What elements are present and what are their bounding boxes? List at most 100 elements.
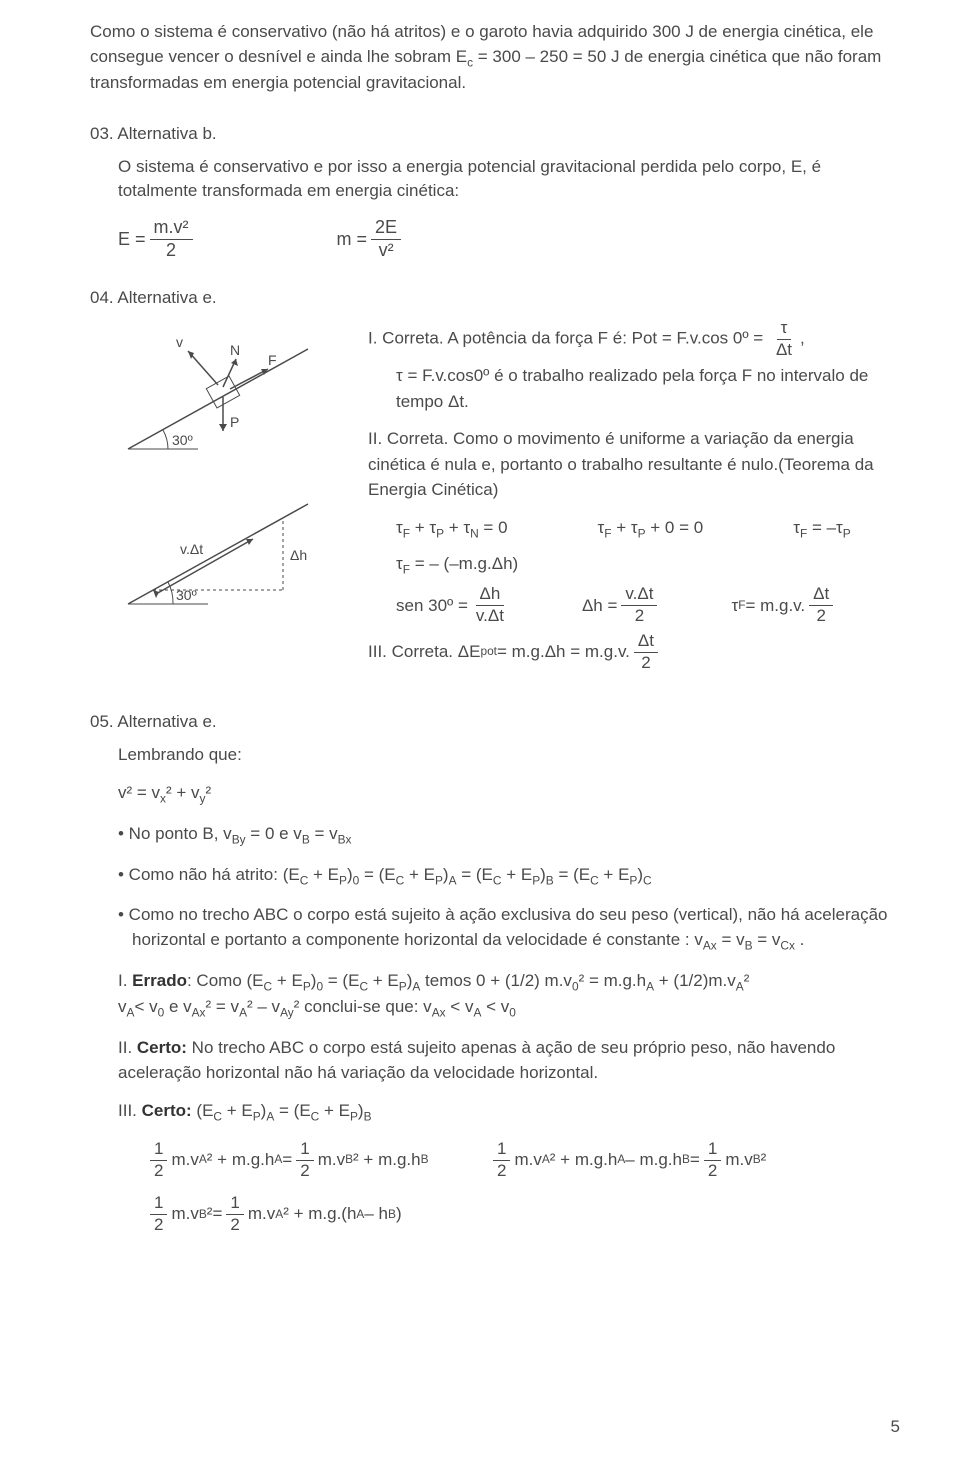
v2c: ² xyxy=(206,783,212,802)
b1a: • No ponto B, v xyxy=(118,824,232,843)
Iec: C xyxy=(264,979,273,993)
le3B2: B xyxy=(388,1206,396,1223)
q03-eq1-den: 2 xyxy=(162,240,180,261)
Il2d: ² = v xyxy=(206,997,240,1016)
Ipe: + E xyxy=(272,971,303,990)
q04-diagrams: 30º v N F P 30º xyxy=(118,319,328,629)
le1B: B xyxy=(345,1151,353,1168)
h6: 1 xyxy=(226,1194,243,1215)
d1-N: N xyxy=(230,342,240,358)
q05-lembrando: Lembrando que: xyxy=(118,743,900,768)
q04-I-den: Δt xyxy=(772,340,796,360)
t5d: 2 xyxy=(150,1215,167,1235)
t2d: 2 xyxy=(296,1161,313,1181)
q04-I: I. Correta. A potência da força F é: Pot… xyxy=(368,319,900,414)
tN: N xyxy=(470,526,479,540)
tz: = 0 xyxy=(479,518,508,537)
h1: 1 xyxy=(150,1140,167,1161)
q03-equations: E = m.v² 2 m = 2E v² xyxy=(118,218,900,261)
dhd: 2 xyxy=(631,606,648,626)
q03-eq1-num: m.v² xyxy=(150,218,193,240)
t3: τ xyxy=(793,518,800,537)
item-I: I. Errado: Como (EC + EP)0 = (EC + EP)A … xyxy=(118,969,900,1022)
b3s1: Ax xyxy=(703,938,717,952)
q04-II: II. Correta. Como o movimento é uniforme… xyxy=(368,426,900,503)
te2: + τ xyxy=(612,518,638,537)
tmid: + 0 = 0 xyxy=(646,518,704,537)
q03-eq1: E = m.v² 2 xyxy=(118,218,197,261)
le2m: ² + m.g.h xyxy=(550,1148,618,1173)
eqp3: = (E xyxy=(554,865,590,884)
q04-I-num: τ xyxy=(777,319,792,340)
le3a: m.v xyxy=(171,1202,198,1227)
q03-heading: 03. Alternativa b. xyxy=(90,122,900,147)
Il202: 0 xyxy=(509,1006,516,1020)
b1c: = v xyxy=(310,824,338,843)
le2A2: A xyxy=(617,1151,625,1168)
ep3: P xyxy=(532,873,540,887)
tF2: F xyxy=(604,526,611,540)
IIIpe: + E xyxy=(222,1101,253,1120)
tau-row-1: τF + τP + τN = 0 τF + τP + 0 = 0 τF = –τ… xyxy=(396,515,900,543)
eqp2: = (E xyxy=(457,865,493,884)
le1b: ² + m.g.h xyxy=(207,1148,275,1173)
le3eq: = xyxy=(212,1202,222,1227)
b1b: = 0 e v xyxy=(246,824,302,843)
IIIs: pot xyxy=(480,643,497,661)
b1s3: Bx xyxy=(338,833,352,847)
Ier: Errado xyxy=(127,971,187,990)
energy-eq-3: 12 m.vB² = 12 m.vA² + m.g.(hA – hB) xyxy=(146,1194,402,1234)
t6d: 2 xyxy=(226,1215,243,1235)
t3d: 2 xyxy=(493,1161,510,1181)
tfd: 2 xyxy=(812,606,829,626)
IIId: 2 xyxy=(637,653,654,673)
b3d: . xyxy=(795,930,804,949)
dhn: v.Δt xyxy=(621,585,657,606)
q05-heading: 05. Alternativa e. xyxy=(90,710,900,735)
le1a: m.v xyxy=(171,1148,198,1173)
tF5: F xyxy=(738,597,745,615)
Iha: A xyxy=(646,979,654,993)
le3B: B xyxy=(199,1206,207,1223)
IIc: Certo: xyxy=(132,1038,187,1057)
pe1: + E xyxy=(308,865,339,884)
Il2c: e v xyxy=(164,997,191,1016)
tF: F xyxy=(403,526,410,540)
tP2: P xyxy=(638,526,646,540)
item-II: II. Certo: No trecho ABC o corpo está su… xyxy=(118,1036,900,1085)
b3s3: Cx xyxy=(780,938,795,952)
pe4: + E xyxy=(599,865,630,884)
h3: 1 xyxy=(493,1140,510,1161)
t4: τ xyxy=(396,554,403,573)
q03-eq2-num: 2E xyxy=(371,218,401,240)
le2sq: ² xyxy=(761,1148,767,1173)
tl2: = – (–m.g.Δh) xyxy=(410,554,518,573)
IIIc: Certo: xyxy=(137,1101,192,1120)
q03-eq2: m = 2E v² xyxy=(337,218,406,261)
Il2g: < v xyxy=(446,997,474,1016)
q03-eq2-lhs: m = xyxy=(337,229,368,250)
IIIa: III. Correta. ΔE xyxy=(368,639,480,665)
IIIl: III. xyxy=(118,1101,137,1120)
q04-III: III. Correta. ΔEpot = m.g.Δh = m.g.v. Δt… xyxy=(368,632,662,672)
Il2f: ² conclui-se que: v xyxy=(294,997,432,1016)
q03-eq2-frac: 2E v² xyxy=(371,218,401,261)
tP: P xyxy=(436,526,444,540)
t1: τ xyxy=(396,518,403,537)
le2B: B xyxy=(682,1151,690,1168)
le2mn: – m.g.h xyxy=(625,1148,682,1173)
tauF-final: τF = m.g.v. Δt2 xyxy=(731,585,837,625)
tfe: = m.g.v. xyxy=(745,593,805,619)
IIIa2: (E xyxy=(192,1101,214,1120)
b1s1: By xyxy=(232,833,246,847)
le3cp: ) xyxy=(396,1202,402,1227)
Il2Ax: Ax xyxy=(192,1006,206,1020)
Il2Ay: Ay xyxy=(280,1006,294,1020)
IIIpe2: + E xyxy=(319,1101,350,1120)
dh-eq: Δh = v.Δt2 xyxy=(582,585,662,625)
Im3: + (1/2)m.v xyxy=(654,971,736,990)
d1-P: P xyxy=(230,414,239,430)
IIIn: Δt xyxy=(634,632,658,653)
Ia: : Como (E xyxy=(187,971,264,990)
te1: + τ xyxy=(410,518,436,537)
